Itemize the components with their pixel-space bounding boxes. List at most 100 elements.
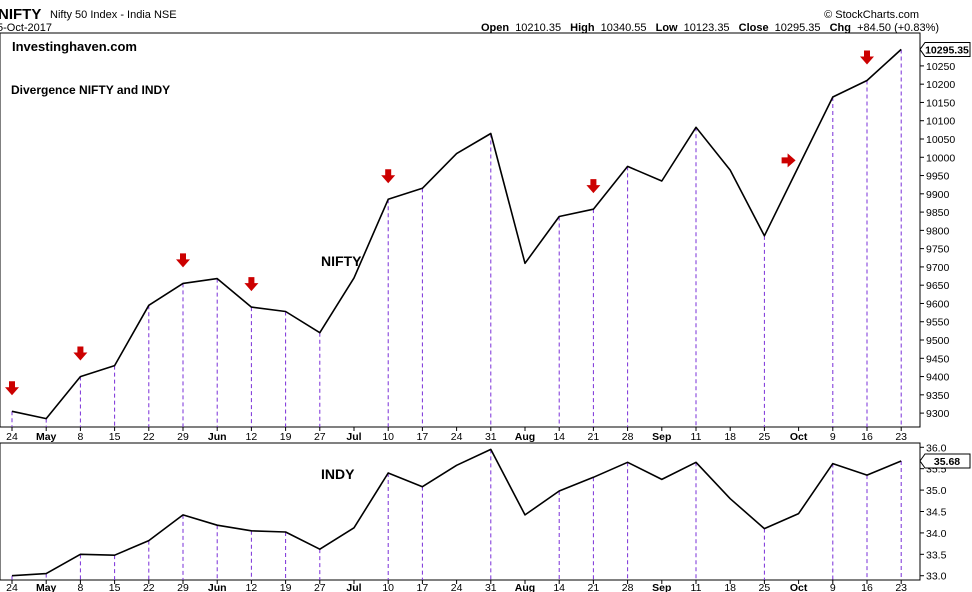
indy-x-tick-label: 31 xyxy=(485,582,497,592)
indy-x-tick-label: 23 xyxy=(895,582,907,592)
y-axes: 9300 9350 9400 9450 9500 9550 9600 9650 9700 9750… xyxy=(920,61,955,583)
price-x-tick-label: 11 xyxy=(691,431,702,443)
indy-x-tick-label: Sep xyxy=(652,582,671,592)
indy-y-tick-label: 36.0 xyxy=(926,442,947,454)
price-x-tick-label: 23 xyxy=(895,431,907,443)
indy-x-tick-label: 22 xyxy=(143,582,155,592)
x-axes: 24 24 May May 8 8 15 15 22 22 29 29 Jun Jun 12 12 19 19 27… xyxy=(6,427,907,592)
indy-x-tick-label: 16 xyxy=(861,582,873,592)
indy-last-value-text: 35.68 xyxy=(934,456,960,468)
down-arrow-icon xyxy=(381,169,396,184)
down-arrow-icon xyxy=(586,179,601,194)
chart-date: 5-Oct-2017 xyxy=(0,22,52,34)
signal-arrows xyxy=(5,50,874,396)
indy-y-tick-label: 34.5 xyxy=(926,507,947,519)
site-label: Investinghaven.com xyxy=(12,39,137,54)
price-x-tick-label: Jun xyxy=(208,431,227,443)
price-x-tick-label: Aug xyxy=(515,431,535,443)
down-arrow-icon xyxy=(244,277,259,292)
price-x-tick-label: 25 xyxy=(759,431,771,443)
price-y-tick-label: 9550 xyxy=(926,317,950,329)
close-value: 10295.35 xyxy=(775,22,821,34)
indy-x-tick-label: 24 xyxy=(6,582,18,592)
price-x-tick-label: 14 xyxy=(553,431,565,443)
price-x-tick-label: 9 xyxy=(830,431,836,443)
price-y-tick-label: 10050 xyxy=(926,134,955,146)
nifty-series-label: NIFTY xyxy=(321,253,362,269)
right-arrow-icon xyxy=(781,153,796,168)
price-y-tick-label: 9950 xyxy=(926,171,950,183)
price-x-tick-label: 16 xyxy=(861,431,873,443)
index-name: Nifty 50 Index - India NSE xyxy=(50,9,177,21)
price-x-tick-label: May xyxy=(36,431,57,443)
last-value-badges: 10295.35 35.68 xyxy=(919,41,971,469)
nifty-last-value: 10295.35 xyxy=(919,41,971,57)
chg-value: +84.50 (+0.83%) xyxy=(857,22,939,34)
chart-note: Divergence NIFTY and INDY xyxy=(11,83,170,97)
price-y-tick-label: 9600 xyxy=(926,298,950,310)
down-arrow-icon xyxy=(5,381,19,396)
nifty-last-value-shape xyxy=(919,41,971,57)
high-label: High xyxy=(570,22,595,34)
indy-x-tick-label: 18 xyxy=(724,582,736,592)
indy-x-tick-label: 27 xyxy=(314,582,326,592)
close-label: Close xyxy=(739,22,769,34)
price-y-tick-label: 9850 xyxy=(926,207,950,219)
price-y-tick-label: 9900 xyxy=(926,189,950,201)
price-x-tick-label: 24 xyxy=(6,431,18,443)
indy-x-tick-label: Jun xyxy=(208,582,227,592)
price-y-tick-label: 10150 xyxy=(926,97,955,109)
indy-x-tick-label: Aug xyxy=(515,582,535,592)
indy-x-tick-label: 14 xyxy=(553,582,565,592)
price-x-tick-label: 29 xyxy=(177,431,189,443)
indy-x-tick-label: 10 xyxy=(382,582,394,592)
indy-series-label: INDY xyxy=(321,466,355,482)
indy-x-tick-label: 9 xyxy=(830,582,836,592)
price-y-tick-label: 10000 xyxy=(926,152,955,164)
indy-x-tick-label: 25 xyxy=(759,582,771,592)
series-lines xyxy=(11,48,902,577)
divergence-lines xyxy=(11,49,902,580)
price-y-tick-label: 10200 xyxy=(926,79,955,91)
price-y-tick-label: 9450 xyxy=(926,353,950,365)
indy-x-tick-label: 28 xyxy=(622,582,634,592)
indy-x-tick-label: Jul xyxy=(346,582,361,592)
price-x-tick-label: 31 xyxy=(485,431,497,443)
down-arrow-icon xyxy=(73,346,88,361)
open-value: 10210.35 xyxy=(515,22,561,34)
open-label: Open xyxy=(481,22,509,34)
price-x-tick-label: 24 xyxy=(451,431,463,443)
price-x-tick-label: Jul xyxy=(346,431,361,443)
price-x-tick-label: 19 xyxy=(280,431,292,443)
down-arrow-icon xyxy=(860,50,874,65)
nifty-last-value-text: 10295.35 xyxy=(925,44,969,56)
indy-x-tick-label: Oct xyxy=(790,582,808,592)
indy-y-tick-label: 33.0 xyxy=(926,571,947,583)
price-y-tick-label: 9300 xyxy=(926,408,950,420)
price-x-tick-label: 21 xyxy=(588,431,600,443)
low-value: 10123.35 xyxy=(684,22,730,34)
indy-x-tick-label: 24 xyxy=(451,582,463,592)
source-credit: © StockCharts.com xyxy=(824,9,919,21)
indy-x-tick-label: 15 xyxy=(109,582,121,592)
price-y-tick-label: 9350 xyxy=(926,390,950,402)
indy-x-tick-label: 11 xyxy=(691,582,702,592)
price-x-tick-label: 18 xyxy=(724,431,736,443)
indy-x-tick-label: 8 xyxy=(77,582,83,592)
price-y-tick-label: 9400 xyxy=(926,372,950,384)
high-value: 10340.55 xyxy=(601,22,647,34)
indy-x-tick-label: 17 xyxy=(417,582,429,592)
price-x-tick-label: 15 xyxy=(109,431,121,443)
price-x-tick-label: 12 xyxy=(246,431,258,443)
indy-x-tick-label: 19 xyxy=(280,582,292,592)
price-y-tick-label: 9650 xyxy=(926,280,950,292)
price-y-tick-label: 10250 xyxy=(926,61,955,73)
price-y-tick-label: 10100 xyxy=(926,116,955,128)
indy-x-tick-label: 21 xyxy=(588,582,600,592)
price-x-tick-label: Oct xyxy=(790,431,808,443)
down-arrow-icon xyxy=(176,253,190,268)
price-x-tick-label: 8 xyxy=(77,431,83,443)
price-y-tick-label: 9500 xyxy=(926,335,950,347)
indy-x-tick-label: May xyxy=(36,582,57,592)
